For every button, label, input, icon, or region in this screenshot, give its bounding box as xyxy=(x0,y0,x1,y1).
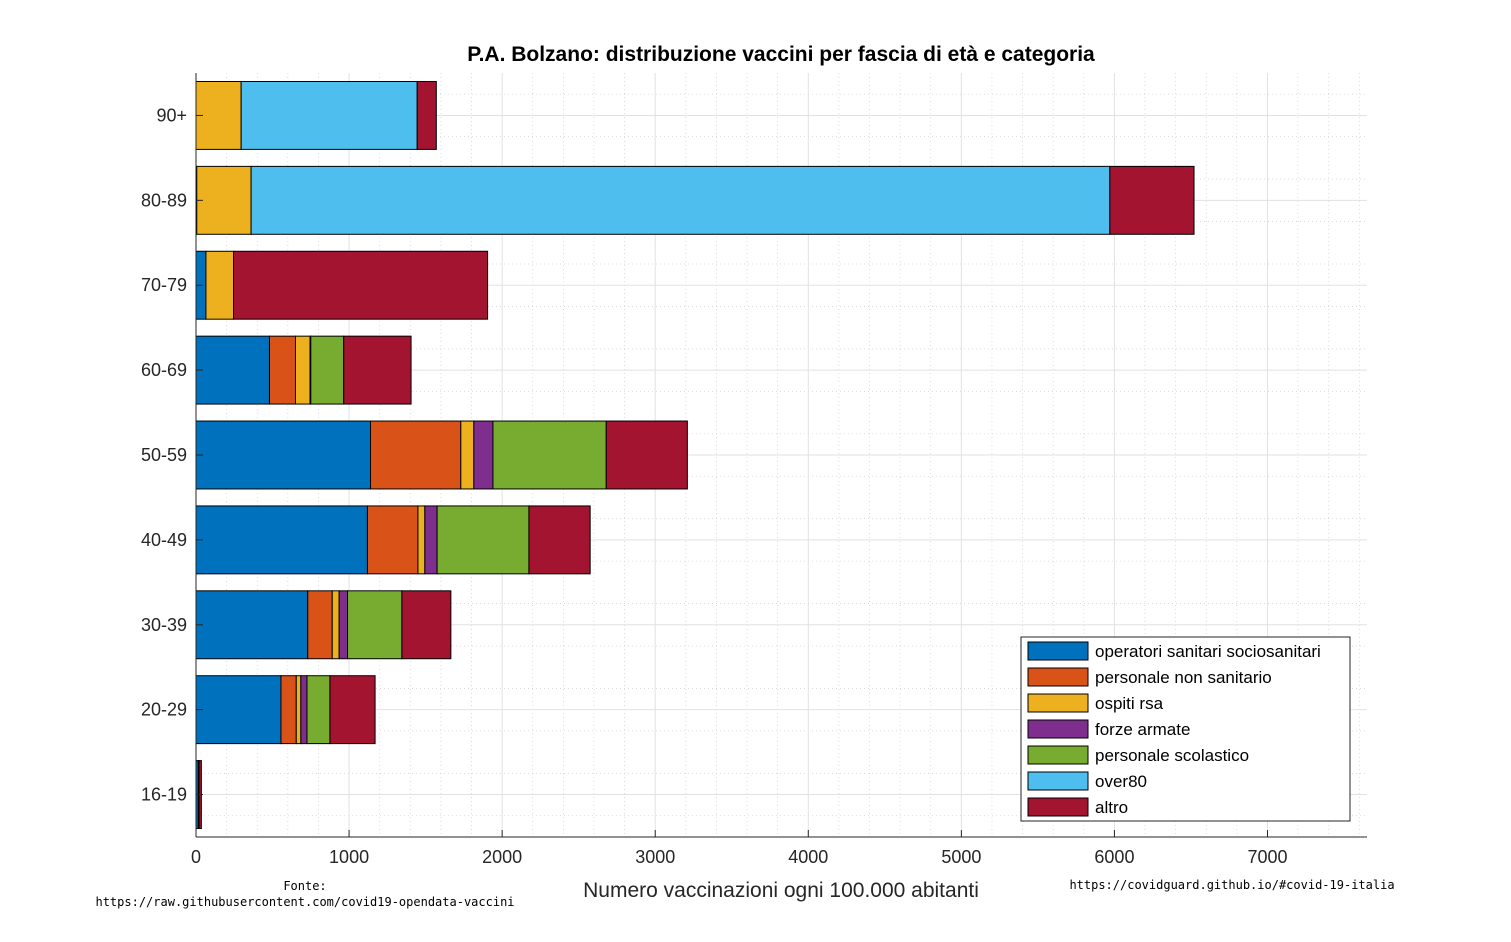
bar-segment xyxy=(196,165,252,235)
bar-segment xyxy=(280,675,297,745)
bar-segment xyxy=(331,590,340,660)
x-tick-label: 6000 xyxy=(1094,847,1134,867)
y-tick-label: 70-79 xyxy=(141,275,187,295)
legend-label: forze armate xyxy=(1095,720,1190,739)
bar-segment xyxy=(416,80,437,150)
bar-segment xyxy=(370,420,462,490)
legend-swatch xyxy=(1027,797,1089,817)
bar-segment xyxy=(205,250,235,320)
bar-segment xyxy=(195,505,368,575)
x-tick-label: 1000 xyxy=(329,847,369,867)
legend-label: personale scolastico xyxy=(1095,746,1249,765)
y-tick-label: 16-19 xyxy=(141,785,187,805)
bar-segment xyxy=(473,420,494,490)
y-tick-label: 20-29 xyxy=(141,700,187,720)
source-label: Fonte: xyxy=(283,879,326,893)
bar-segment xyxy=(306,675,331,745)
bar-segment xyxy=(417,505,426,575)
legend-label: altro xyxy=(1095,798,1128,817)
x-tick-label: 3000 xyxy=(635,847,675,867)
bar-segment xyxy=(240,80,418,150)
axes: 0 1000 2000 3000 4000 5000 6000 7000 90+ 80-89 70-… xyxy=(141,73,1367,867)
legend-swatch xyxy=(1027,771,1089,791)
bar-segment xyxy=(605,420,688,490)
y-tick-label: 90+ xyxy=(156,105,187,125)
x-tick-label: 4000 xyxy=(788,847,828,867)
bar-segment xyxy=(492,420,607,490)
x-tick-label: 5000 xyxy=(941,847,981,867)
bar-segment xyxy=(338,590,349,660)
bar-segment xyxy=(329,675,376,745)
bar-segment xyxy=(366,505,419,575)
legend-swatch xyxy=(1027,693,1089,713)
bar-segment xyxy=(195,80,242,150)
legend-label: over80 xyxy=(1095,772,1147,791)
x-tick-label: 7000 xyxy=(1247,847,1287,867)
bar-segment xyxy=(460,420,475,490)
legend-swatch xyxy=(1027,719,1089,739)
chart-title: P.A. Bolzano: distribuzione vaccini per … xyxy=(467,43,1095,66)
bar-segment xyxy=(1109,165,1195,235)
site-url: https://covidguard.github.io/#covid-19-i… xyxy=(1069,878,1394,892)
bar-segment xyxy=(347,590,403,660)
y-tick-label: 50-59 xyxy=(141,445,187,465)
legend: operatori sanitari sociosanitari personal… xyxy=(1020,636,1351,822)
bar-segment xyxy=(343,335,412,405)
bar-segment xyxy=(300,675,308,745)
bar-segment xyxy=(195,335,270,405)
bar-segment xyxy=(195,675,282,745)
legend-label: operatori sanitari sociosanitari xyxy=(1095,642,1321,661)
bar-segment xyxy=(310,335,345,405)
x-tick-label: 0 xyxy=(191,847,201,867)
bar-segment xyxy=(250,165,1111,235)
y-tick-label: 30-39 xyxy=(141,615,187,635)
bar-segment xyxy=(294,335,311,405)
bar-segment xyxy=(268,335,296,405)
x-axis-label: Numero vaccinazioni ogni 100.000 abitant… xyxy=(583,879,979,902)
bar-segment xyxy=(195,420,372,490)
bars xyxy=(195,80,1195,830)
bar-segment xyxy=(195,590,309,660)
legend-swatch xyxy=(1027,745,1089,765)
bar-segment xyxy=(295,675,302,745)
bar-segment xyxy=(233,250,489,320)
y-tick-label: 80-89 xyxy=(141,190,187,210)
bar-segment xyxy=(528,505,591,575)
bar-segment xyxy=(307,590,333,660)
legend-label: ospiti rsa xyxy=(1095,694,1164,713)
legend-label: personale non sanitario xyxy=(1095,668,1272,687)
x-tick-label: 2000 xyxy=(482,847,522,867)
y-tick-label: 40-49 xyxy=(141,530,187,550)
legend-swatch xyxy=(1027,641,1089,661)
source-url: https://raw.githubusercontent.com/covid1… xyxy=(95,895,514,909)
legend-swatch xyxy=(1027,667,1089,687)
bar-segment xyxy=(436,505,530,575)
bar-segment xyxy=(401,590,452,660)
bar-segment xyxy=(424,505,438,575)
y-tick-label: 60-69 xyxy=(141,360,187,380)
